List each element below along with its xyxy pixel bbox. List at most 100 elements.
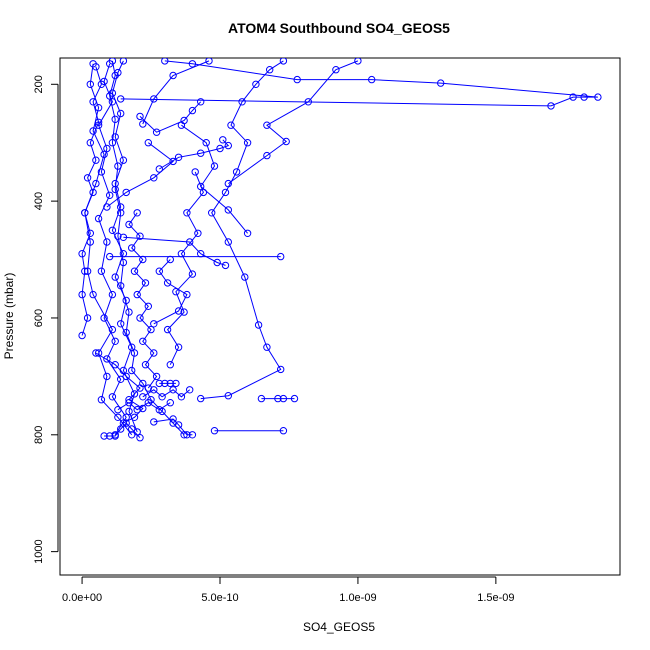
x-tick-label: 1.5e-09 xyxy=(477,592,514,604)
data-point xyxy=(111,133,119,141)
x-axis: 0.0e+00 5.0e-10 1.0e-09 1.5e-09 xyxy=(62,576,515,604)
data-point xyxy=(130,267,139,275)
data-point xyxy=(114,232,122,240)
series-line xyxy=(228,60,359,185)
data-point xyxy=(199,188,208,197)
data-point xyxy=(580,93,588,101)
data-point xyxy=(224,392,233,400)
data-point xyxy=(150,320,158,328)
data-point xyxy=(163,325,172,334)
series-6 xyxy=(155,379,180,388)
y-tick-label: 400 xyxy=(33,192,45,210)
series-13 xyxy=(117,58,602,110)
series-18 xyxy=(150,255,191,328)
data-point xyxy=(130,390,139,398)
data-point xyxy=(133,290,141,299)
data-point xyxy=(263,121,271,129)
data-point xyxy=(100,314,108,322)
data-point xyxy=(279,58,288,65)
series-16 xyxy=(103,139,177,211)
data-point xyxy=(166,255,175,264)
data-point xyxy=(169,157,177,166)
series-7 xyxy=(150,415,197,439)
data-point xyxy=(197,149,205,157)
series-line xyxy=(142,60,210,125)
data-point xyxy=(163,279,172,287)
data-point xyxy=(111,361,119,369)
data-point xyxy=(174,153,183,162)
data-point xyxy=(86,80,95,89)
data-point xyxy=(547,102,555,110)
data-point xyxy=(92,179,100,188)
data-point xyxy=(266,66,274,74)
data-point xyxy=(277,365,285,374)
data-point xyxy=(183,431,191,439)
data-point xyxy=(117,109,125,118)
data-point xyxy=(97,168,106,176)
data-point xyxy=(125,308,133,316)
data-point xyxy=(128,431,136,439)
chart-title: ATOM4 Southbound SO4_GEOS5 xyxy=(228,20,450,36)
data-point xyxy=(354,58,362,65)
data-point xyxy=(108,226,117,235)
data-point xyxy=(152,128,161,136)
series-5 xyxy=(210,427,288,435)
data-point xyxy=(139,120,147,128)
data-point xyxy=(122,188,130,197)
data-point xyxy=(128,366,136,375)
series-15 xyxy=(136,98,205,136)
data-point xyxy=(119,156,128,164)
data-point xyxy=(130,349,139,357)
data-point xyxy=(114,413,122,421)
data-point xyxy=(92,156,100,164)
data-point xyxy=(108,393,117,401)
data-point xyxy=(197,182,205,191)
data-point xyxy=(139,393,147,401)
data-point xyxy=(205,58,213,65)
data-point xyxy=(117,209,125,217)
series-26 xyxy=(139,58,213,128)
data-point xyxy=(108,58,117,65)
data-point xyxy=(111,273,119,281)
data-point xyxy=(188,60,197,68)
data-point xyxy=(111,115,119,124)
data-point xyxy=(83,314,92,322)
x-tick-label: 1.0e-09 xyxy=(339,592,376,604)
y-tick-label: 600 xyxy=(33,309,45,327)
data-point xyxy=(94,118,103,127)
data-point xyxy=(117,203,125,211)
data-point xyxy=(144,139,153,147)
data-point xyxy=(133,209,141,217)
series-24 xyxy=(139,386,194,401)
data-point xyxy=(150,349,158,357)
data-point xyxy=(78,250,86,258)
data-point xyxy=(136,112,144,121)
data-point xyxy=(180,308,188,316)
data-point xyxy=(166,361,175,369)
data-point xyxy=(92,349,100,357)
data-point xyxy=(221,261,230,270)
data-point xyxy=(122,372,130,381)
data-point xyxy=(279,427,288,435)
data-point xyxy=(78,290,86,299)
data-point xyxy=(119,233,128,242)
data-point xyxy=(130,413,139,421)
data-point xyxy=(122,328,130,337)
data-point xyxy=(117,95,125,103)
data-point xyxy=(191,168,199,176)
series-20 xyxy=(177,121,252,238)
series-line xyxy=(181,124,248,234)
data-point xyxy=(89,98,97,106)
y-axis-label: Pressure (mbar) xyxy=(2,273,16,360)
data-point xyxy=(177,121,186,129)
data-point xyxy=(92,63,100,71)
data-point xyxy=(117,425,125,433)
data-point xyxy=(81,209,89,217)
data-point xyxy=(293,75,301,84)
data-point xyxy=(103,203,111,211)
data-point xyxy=(158,393,166,401)
series-line xyxy=(117,402,171,411)
data-point xyxy=(100,150,108,159)
data-point xyxy=(108,139,117,147)
